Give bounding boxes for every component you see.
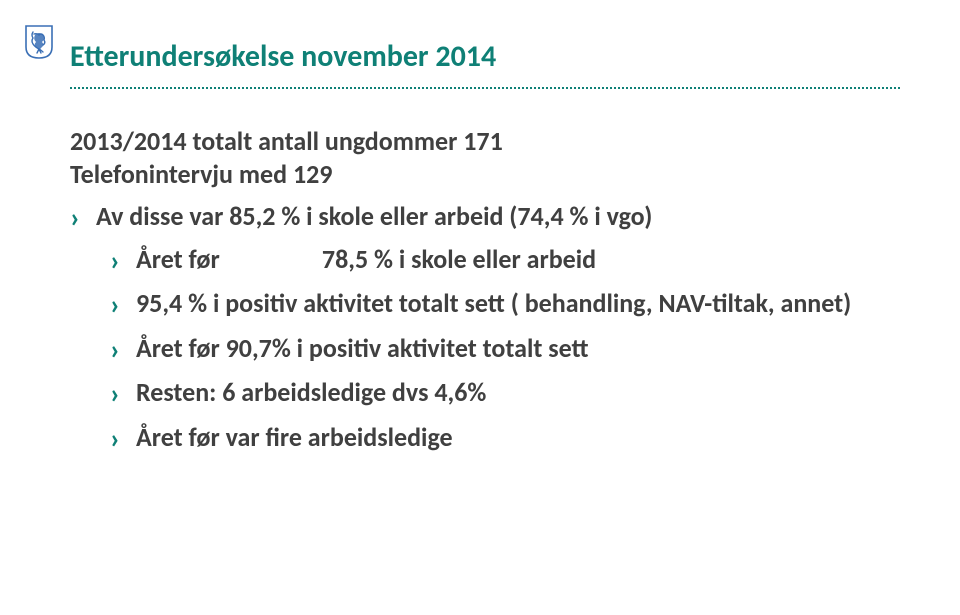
bullet-list-level2: Året før 78,5 % i skole eller arbeid 95,… (96, 243, 900, 454)
list-item: Resten: 6 arbeidsledige dvs 4,6% (110, 376, 900, 409)
slide: Etterundersøkelse november 2014 2013/201… (0, 0, 960, 615)
subtitle-line-1: 2013/2014 totalt antall ungdommer 171 (70, 125, 900, 158)
item-text: Året før var fire arbeidsledige (136, 421, 453, 453)
list-item: Året før 90,7% i positiv aktivitet total… (110, 332, 900, 365)
bullet-list-level1: Av disse var 85,2 % i skole eller arbeid… (70, 200, 900, 453)
item-text: 95,4 % i positiv aktivitet totalt sett (… (136, 287, 851, 319)
item-text: Resten: 6 arbeidsledige dvs 4,6% (136, 376, 486, 408)
item-text: Året før 90,7% i positiv aktivitet total… (136, 332, 589, 364)
list-item: Året før var fire arbeidsledige (110, 421, 900, 454)
title-divider (70, 87, 900, 89)
subtitle-line-2: Telefonintervju med 129 (70, 158, 900, 191)
list-item: Året før 78,5 % i skole eller arbeid (110, 243, 900, 276)
year-before-value: 78,5 % i skole eller arbeid (322, 243, 596, 275)
slide-title: Etterundersøkelse november 2014 (70, 38, 900, 75)
year-before-label: Året før (136, 243, 316, 276)
item-text: Av disse var 85,2 % i skole eller arbeid… (96, 200, 652, 232)
list-item: Av disse var 85,2 % i skole eller arbeid… (70, 200, 900, 453)
county-shield-logo (25, 25, 53, 59)
list-item: 95,4 % i positiv aktivitet totalt sett (… (110, 287, 900, 320)
subtitle: 2013/2014 totalt antall ungdommer 171 Te… (70, 125, 900, 190)
